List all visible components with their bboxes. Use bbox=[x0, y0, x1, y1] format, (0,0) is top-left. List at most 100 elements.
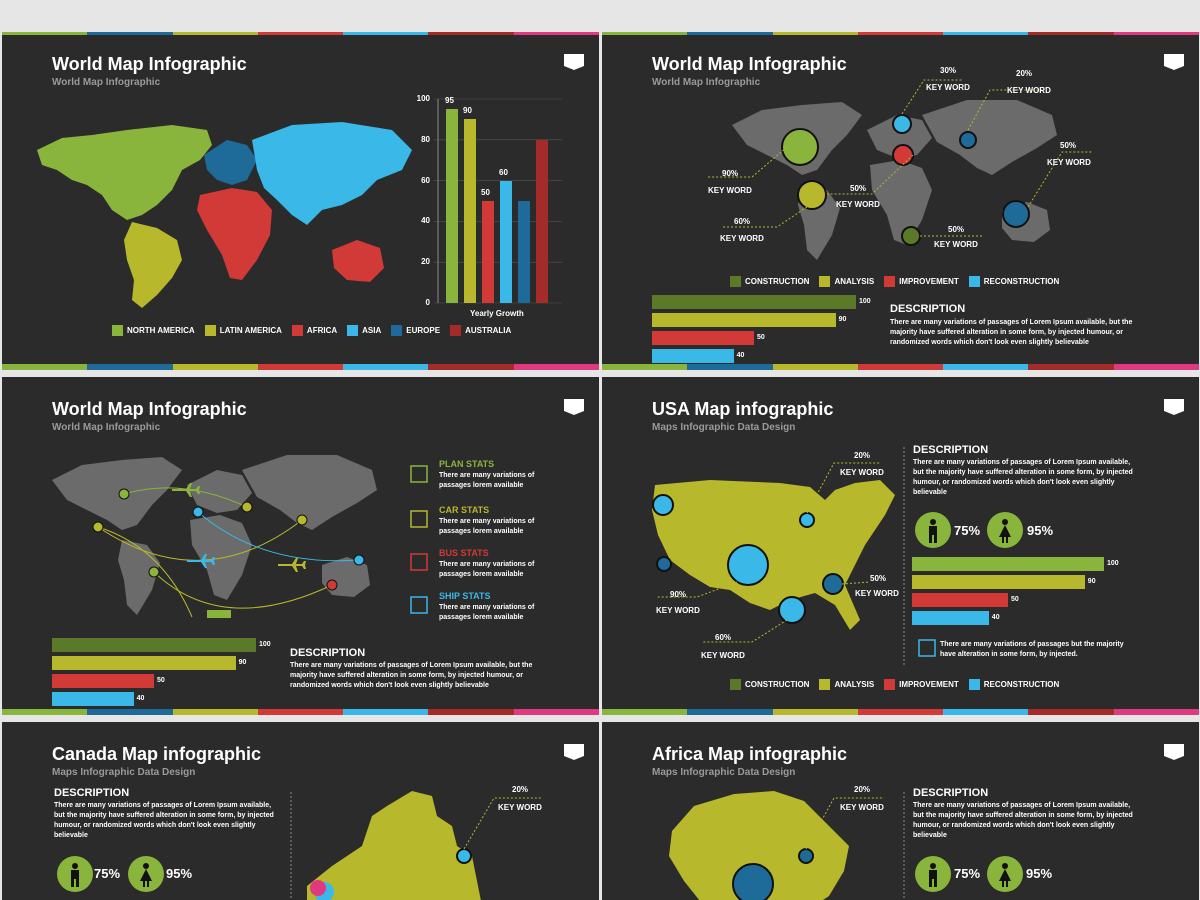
legend-swatch bbox=[968, 276, 980, 287]
legend-label: AFRICA bbox=[306, 326, 338, 335]
world-map bbox=[37, 122, 412, 308]
y-tick-label: 40 bbox=[421, 216, 430, 226]
bar-value-label: 95 bbox=[445, 96, 454, 106]
horizontal-bar bbox=[52, 638, 256, 652]
plan-stats-text: There are many variations of passages lo… bbox=[439, 472, 535, 489]
horizontal-bar bbox=[912, 593, 1008, 607]
slide-world-transport[interactable]: World Map Infographic World Map Infograp… bbox=[2, 377, 599, 715]
legend-label: RECONSTRUCTION bbox=[983, 680, 1060, 689]
car-stats-text: There are many variations of passages lo… bbox=[439, 518, 535, 535]
bar-value-label: 60 bbox=[499, 167, 508, 177]
canada-map bbox=[307, 791, 481, 900]
legend-item: CONSTRUCTION bbox=[730, 679, 809, 690]
legend-label: IMPROVEMENT bbox=[899, 680, 959, 689]
male-icon bbox=[57, 856, 93, 892]
legend-swatch bbox=[968, 679, 980, 690]
callout-keyword: KEY WORD bbox=[656, 606, 700, 615]
bar-value-label: 50 bbox=[1011, 596, 1019, 603]
bar-value-label: 50 bbox=[157, 677, 165, 684]
bar bbox=[482, 201, 494, 303]
legend-label: LATIN AMERICA bbox=[219, 326, 282, 335]
slide-subtitle: World Map Infographic bbox=[652, 77, 761, 88]
legend-item: ASIA bbox=[347, 325, 381, 336]
legend-swatch bbox=[291, 325, 303, 336]
canada-bubbles bbox=[310, 797, 542, 900]
slide-africa-map[interactable]: Africa Map infographic Maps Infographic … bbox=[602, 722, 1199, 900]
bookmark-icon bbox=[564, 744, 584, 760]
legend-swatch bbox=[450, 325, 462, 336]
latin-america-shape bbox=[124, 222, 182, 308]
callout-pct: 20% bbox=[854, 451, 871, 460]
horizontal-bar bbox=[652, 331, 754, 345]
callout-keyword: KEY WORD bbox=[855, 589, 899, 598]
keyword-bubbles bbox=[707, 79, 1092, 246]
bus-stats-text: There are many variations of passages lo… bbox=[439, 561, 535, 578]
callout-keyword: KEY WORD bbox=[840, 803, 884, 812]
bubble-50-red bbox=[892, 144, 914, 166]
slide-world-bar-chart[interactable]: World Map Infographic World Map Infograp… bbox=[2, 32, 599, 370]
asia-shape bbox=[252, 122, 412, 225]
slide-usa-map[interactable]: USA Map infographic Maps Infographic Dat… bbox=[602, 377, 1199, 715]
slide-title: World Map Infographic bbox=[52, 54, 247, 74]
legend-swatch bbox=[730, 679, 741, 690]
callout-keyword: KEY WORD bbox=[1047, 158, 1091, 167]
male-icon bbox=[915, 856, 951, 892]
bookmark-icon bbox=[1164, 744, 1184, 760]
male-percent: 75% bbox=[954, 523, 981, 538]
bus-stats-checkbox[interactable] bbox=[410, 553, 428, 571]
female-percent: 95% bbox=[1026, 866, 1053, 881]
category-legend: CONSTRUCTION ANALYSIS IMPROVEMENT RECONSTRU… bbox=[730, 276, 1059, 287]
ship-stats-checkbox[interactable] bbox=[410, 596, 428, 614]
bar bbox=[500, 180, 512, 303]
slide-title: Africa Map infographic bbox=[652, 744, 848, 764]
color-stripe bbox=[2, 32, 599, 35]
bar-value-label: 90 bbox=[238, 659, 247, 666]
description-title: DESCRIPTION bbox=[54, 787, 130, 799]
ship-stats-text: There are many variations of passages lo… bbox=[439, 604, 535, 621]
female-percent: 95% bbox=[1027, 523, 1054, 538]
plan-stats-checkbox[interactable] bbox=[410, 465, 428, 483]
car-stats-checkbox[interactable] bbox=[410, 510, 428, 528]
bus-stats-title: BUS STATS bbox=[439, 548, 489, 558]
callout-keyword: KEY WORD bbox=[934, 240, 978, 249]
bar-value-label: 90 bbox=[838, 316, 847, 323]
legend-swatch bbox=[112, 325, 123, 336]
africa-shape bbox=[197, 188, 272, 280]
slide-canada-map[interactable]: Canada Map infographic Maps Infographic … bbox=[2, 722, 599, 900]
ship-stats-title: SHIP STATS bbox=[439, 591, 491, 601]
usa-bubbles bbox=[652, 462, 880, 643]
y-tick-label: 20 bbox=[421, 257, 430, 267]
male-percent: 75% bbox=[94, 866, 121, 881]
horizontal-bar bbox=[652, 349, 734, 363]
note-checkbox[interactable] bbox=[918, 639, 936, 657]
description-text: There are many variations of passages of… bbox=[54, 802, 274, 839]
legend-label: EUROPE bbox=[406, 326, 441, 335]
description-text: There are many variations of passages of… bbox=[890, 319, 1133, 346]
bar bbox=[536, 139, 548, 303]
slide-subtitle: Maps Infographic Data Design bbox=[52, 767, 196, 778]
callout-pct: 90% bbox=[722, 169, 739, 178]
callout-pct: 60% bbox=[734, 217, 751, 226]
bar-value-label: 90 bbox=[1087, 578, 1096, 585]
bar bbox=[464, 119, 476, 303]
female-icon bbox=[987, 512, 1023, 548]
y-tick-label: 0 bbox=[425, 298, 430, 307]
female-icon bbox=[987, 856, 1023, 892]
bar-value-label: 100 bbox=[1107, 560, 1119, 567]
plan-stats-title: PLAN STATS bbox=[439, 459, 495, 469]
legend-item: NORTH AMERICA bbox=[112, 325, 195, 336]
color-stripe bbox=[602, 709, 1199, 715]
legend-label: ASIA bbox=[362, 326, 382, 335]
europe-shape bbox=[204, 140, 257, 185]
color-stripe bbox=[602, 364, 1199, 370]
callout-pct: 60% bbox=[715, 633, 732, 642]
slide-world-keywords[interactable]: World Map Infographic World Map Infograp… bbox=[602, 32, 1199, 370]
legend-label: ANALYSIS bbox=[834, 277, 875, 286]
female-icon bbox=[128, 856, 164, 892]
legend-swatch bbox=[884, 679, 896, 690]
bubble-60 bbox=[797, 180, 827, 210]
africa-bubbles bbox=[732, 797, 884, 900]
plane-icon-green bbox=[172, 483, 200, 497]
bar-value-label: 40 bbox=[136, 695, 145, 702]
color-stripe bbox=[2, 709, 599, 715]
